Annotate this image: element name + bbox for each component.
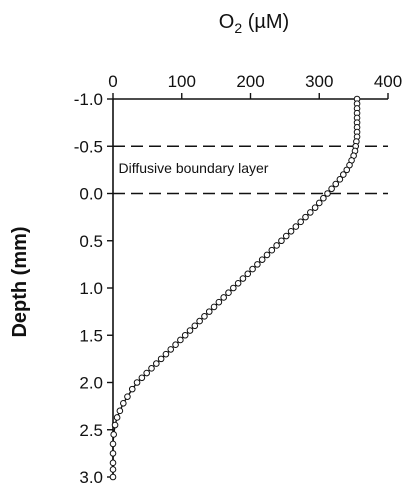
x-tick-label: 200 — [236, 72, 264, 91]
y-tick-label: 1.5 — [79, 326, 103, 345]
y-tick-label: -1.0 — [74, 90, 103, 109]
data-point — [239, 275, 247, 282]
data-point — [133, 379, 141, 386]
data-point — [263, 251, 271, 259]
data-point — [311, 204, 319, 211]
data-point — [225, 289, 232, 297]
data-point — [110, 431, 117, 438]
data-point — [205, 308, 213, 315]
data-point — [320, 194, 327, 202]
data-point — [340, 171, 347, 178]
data-point — [116, 407, 124, 415]
data-point — [196, 317, 203, 325]
x-axis-title-unit: (µM) — [242, 11, 289, 33]
data-point — [138, 374, 146, 382]
x-tick-label: 300 — [305, 72, 333, 91]
data-point — [167, 346, 175, 353]
data-point — [278, 237, 285, 245]
y-tick-label: 3.0 — [79, 468, 103, 487]
data-points — [109, 95, 361, 481]
data-point — [230, 284, 237, 292]
data-point — [336, 176, 344, 183]
y-axis-title: Depth (mm) — [9, 226, 31, 337]
data-point — [111, 421, 119, 429]
data-point — [162, 350, 170, 358]
y-tick-label: 0.5 — [79, 232, 103, 251]
y-tick-label: 2.0 — [79, 374, 103, 393]
data-point — [153, 360, 160, 367]
data-point — [346, 161, 353, 169]
y-tick-label: 2.5 — [79, 421, 103, 440]
data-point — [215, 298, 223, 306]
data-point — [220, 294, 227, 301]
data-point — [109, 473, 117, 481]
data-point — [172, 341, 179, 349]
x-axis-title-main: O — [219, 11, 235, 33]
data-point — [181, 331, 189, 339]
data-point — [282, 232, 290, 240]
data-point — [128, 385, 136, 393]
data-point — [201, 313, 208, 320]
x-axis-title: O2 (µM) — [219, 11, 289, 36]
x-tick-label: 100 — [168, 72, 196, 91]
data-point — [234, 279, 242, 287]
data-point — [258, 256, 266, 263]
data-point — [143, 369, 150, 377]
data-point — [109, 440, 117, 448]
data-point — [210, 303, 218, 311]
data-point — [113, 414, 121, 421]
data-point — [324, 190, 331, 197]
data-point — [249, 265, 256, 273]
data-point — [177, 336, 184, 344]
data-point — [343, 166, 351, 174]
data-point — [307, 209, 314, 216]
data-point — [124, 393, 131, 400]
data-point — [120, 399, 127, 407]
data-point — [157, 355, 165, 363]
data-point — [268, 246, 276, 254]
data-point — [292, 223, 300, 230]
data-point — [191, 322, 199, 330]
data-point — [186, 327, 194, 334]
data-point — [109, 450, 117, 457]
data-point — [332, 180, 340, 188]
boundary-layer-annotation: Diffusive boundary layer — [119, 160, 269, 176]
data-point — [254, 261, 261, 268]
data-point — [273, 242, 280, 249]
data-point — [109, 459, 117, 467]
y-tick-label: 1.0 — [79, 279, 103, 298]
data-point — [148, 365, 155, 372]
x-tick-label: 400 — [374, 72, 402, 91]
data-point — [328, 185, 335, 193]
y-tick-label: 0.0 — [79, 185, 103, 204]
x-tick-label: 0 — [108, 72, 117, 91]
data-point — [244, 270, 252, 278]
y-tick-label: -0.5 — [74, 137, 103, 156]
data-point — [297, 218, 304, 226]
axes: 0 100 200 300 400 -1.0 -0.5 0.0 0.5 1.0 1.5 2.0 2.5 3… — [74, 72, 402, 487]
x-axis-title-subscript: 2 — [234, 20, 242, 36]
data-point — [315, 199, 323, 207]
data-point — [287, 228, 295, 235]
data-point — [109, 466, 117, 473]
data-point — [302, 213, 309, 221]
reference-lines — [113, 145, 388, 195]
